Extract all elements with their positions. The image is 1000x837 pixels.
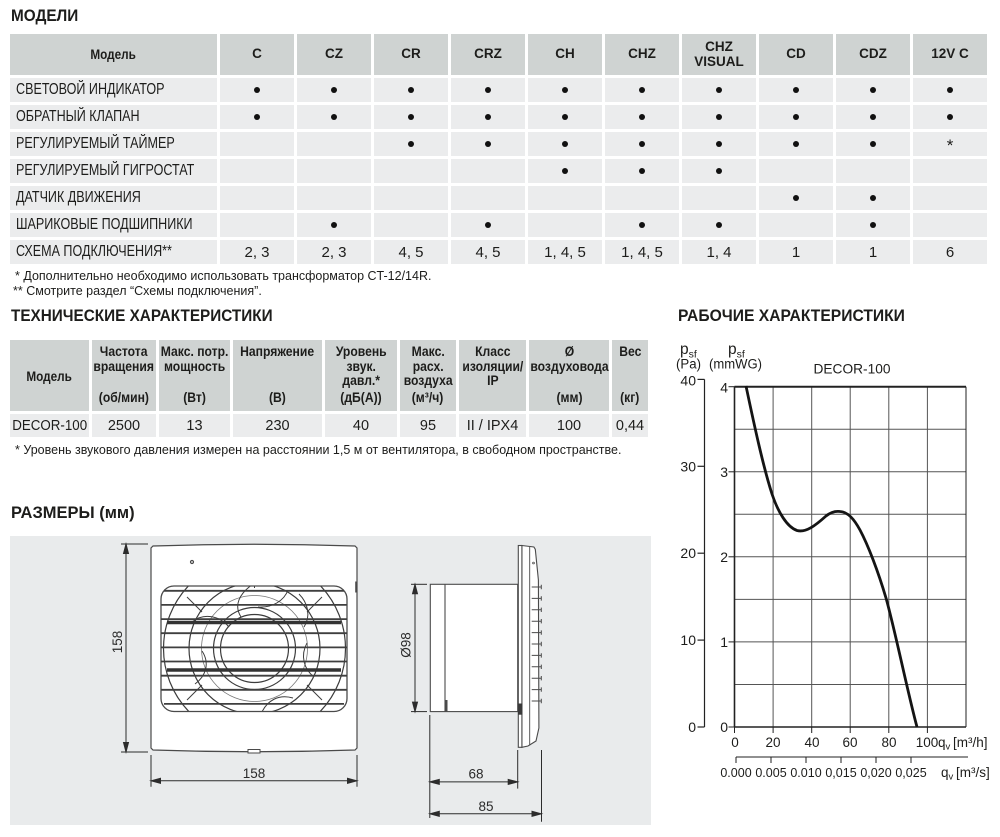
svg-text:20: 20 (680, 545, 696, 561)
svg-text:100: 100 (916, 735, 939, 750)
svg-text:158: 158 (243, 766, 266, 781)
svg-text:0,020: 0,020 (860, 766, 891, 780)
svg-text:0,015: 0,015 (825, 766, 856, 780)
svg-text:0.000: 0.000 (720, 766, 751, 780)
svg-text:3: 3 (720, 464, 728, 480)
svg-text:60: 60 (842, 735, 857, 750)
svg-text:30: 30 (680, 458, 696, 474)
svg-text:85: 85 (478, 799, 493, 814)
svg-text:20: 20 (765, 735, 780, 750)
svg-text:qv [m³/h]: qv [m³/h] (938, 735, 987, 753)
svg-text:10: 10 (680, 632, 696, 648)
svg-text:158: 158 (110, 631, 125, 654)
svg-text:qv [m³/s]: qv [m³/s] (941, 765, 990, 783)
svg-text:0: 0 (688, 719, 696, 735)
svg-text:4: 4 (720, 379, 728, 395)
svg-text:0.005: 0.005 (755, 766, 786, 780)
svg-text:2: 2 (720, 549, 728, 565)
svg-text:40: 40 (804, 735, 819, 750)
svg-text:0.010: 0.010 (790, 766, 821, 780)
svg-text:(mmWG): (mmWG) (709, 357, 762, 372)
svg-text:0: 0 (720, 719, 728, 735)
svg-text:Ø98: Ø98 (399, 632, 414, 658)
svg-text:(Pa): (Pa) (676, 357, 701, 372)
svg-text:DECOR-100: DECOR-100 (814, 360, 891, 376)
svg-text:80: 80 (881, 735, 896, 750)
svg-text:68: 68 (468, 767, 483, 782)
svg-text:0,025: 0,025 (895, 766, 926, 780)
svg-text:40: 40 (680, 372, 696, 388)
svg-text:0: 0 (731, 735, 739, 750)
svg-text:1: 1 (720, 634, 728, 650)
